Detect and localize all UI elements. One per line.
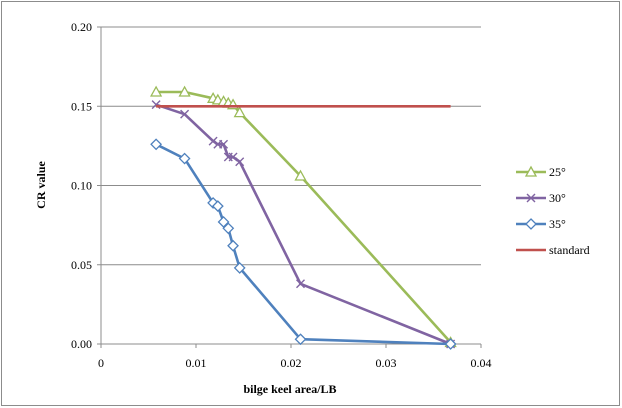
series-line bbox=[155, 103, 452, 346]
data-point bbox=[294, 169, 307, 181]
y-tick-label: 0.15 bbox=[71, 99, 92, 113]
marker-stroke bbox=[151, 100, 161, 110]
legend-label: 30° bbox=[549, 191, 566, 205]
x-tick-label: 0.01 bbox=[186, 356, 207, 370]
data-point bbox=[526, 193, 536, 203]
data-point bbox=[525, 218, 537, 230]
marker-stroke bbox=[296, 279, 305, 289]
data-point bbox=[444, 338, 457, 350]
data-point bbox=[217, 216, 230, 228]
data-point bbox=[178, 152, 191, 165]
data-point bbox=[222, 222, 235, 235]
legend-item: standard bbox=[516, 243, 590, 257]
marker-stroke bbox=[526, 193, 536, 203]
x-tick-label: 0 bbox=[98, 356, 104, 370]
legend-item: 35° bbox=[516, 217, 566, 231]
y-tick-label: 0.05 bbox=[71, 258, 92, 272]
marker-stroke bbox=[208, 136, 218, 146]
marker-stroke bbox=[228, 152, 238, 162]
data-point bbox=[211, 200, 224, 213]
data-point bbox=[235, 157, 245, 167]
legend: 25° 30° 35° standard bbox=[516, 165, 590, 257]
marker-stroke bbox=[219, 139, 229, 149]
legend-label: standard bbox=[549, 243, 590, 257]
axes: 0.00 0.05 0.10 0.15 0.20 0 0.01 0.02 0.03 0.04 bbox=[71, 20, 492, 370]
data-point bbox=[524, 165, 538, 177]
data-point bbox=[233, 106, 246, 118]
data-point bbox=[149, 85, 163, 97]
data-point bbox=[178, 85, 191, 97]
x-axis-title: bilge keel area/LB bbox=[243, 382, 336, 396]
marker-stroke bbox=[235, 157, 245, 167]
series-1 bbox=[151, 100, 456, 349]
data-point bbox=[219, 139, 229, 149]
series-layer bbox=[149, 85, 457, 350]
x-tick-label: 0.04 bbox=[471, 356, 492, 370]
x-tick-label: 0.03 bbox=[376, 356, 397, 370]
y-tick-label: 0.20 bbox=[71, 20, 92, 34]
x-tick-label: 0.02 bbox=[281, 356, 302, 370]
series-line bbox=[155, 143, 451, 346]
data-point bbox=[233, 262, 246, 274]
legend-label: 35° bbox=[549, 217, 566, 231]
data-point bbox=[227, 239, 239, 252]
legend-item: 25° bbox=[516, 165, 566, 179]
data-point bbox=[296, 279, 305, 289]
y-axis-title: CR value bbox=[34, 160, 48, 208]
y-tick-label: 0.00 bbox=[71, 337, 92, 351]
marker-stroke bbox=[180, 109, 190, 119]
data-point bbox=[228, 152, 238, 162]
legend-item: 30° bbox=[516, 191, 566, 205]
series-2 bbox=[150, 138, 457, 350]
data-point bbox=[208, 136, 218, 146]
data-point bbox=[294, 333, 307, 346]
y-tick-label: 0.10 bbox=[71, 179, 92, 193]
legend-label: 25° bbox=[549, 165, 566, 179]
data-point bbox=[180, 109, 190, 119]
data-point bbox=[150, 138, 163, 151]
